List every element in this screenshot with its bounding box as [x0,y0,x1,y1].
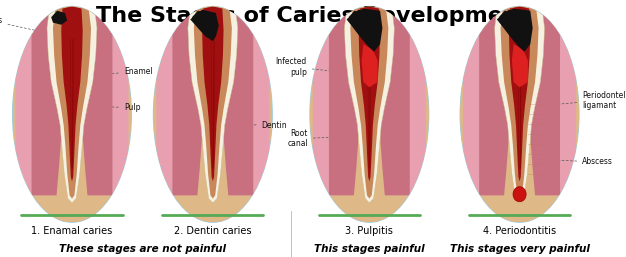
Polygon shape [172,12,202,195]
Polygon shape [156,12,200,195]
Text: 3. Pulpitis: 3. Pulpitis [346,226,393,236]
Ellipse shape [153,6,272,222]
Polygon shape [61,6,83,181]
Polygon shape [190,10,219,41]
Text: This stages painful: This stages painful [314,244,424,254]
Text: Pulp: Pulp [84,103,140,113]
Polygon shape [533,12,576,195]
Polygon shape [188,6,238,203]
Text: Enamel: Enamel [95,67,153,77]
Polygon shape [359,6,380,181]
Polygon shape [47,6,97,203]
Polygon shape [310,6,429,222]
Polygon shape [499,11,515,25]
Ellipse shape [310,6,429,222]
Polygon shape [347,8,382,52]
Text: Periodontel
ligamant: Periodontel ligamant [547,90,625,110]
Polygon shape [347,10,375,41]
Polygon shape [382,12,426,195]
Polygon shape [497,8,533,52]
Polygon shape [329,12,359,195]
Polygon shape [501,6,538,199]
Polygon shape [13,6,131,222]
Text: 4. Periodontitis: 4. Periodontitis [483,226,556,236]
Polygon shape [223,12,254,195]
Text: These stages are not painful: These stages are not painful [59,244,226,254]
Polygon shape [51,11,67,25]
Ellipse shape [513,187,526,202]
Ellipse shape [460,6,579,222]
Text: The Stages of Caries Development: The Stages of Caries Development [96,6,530,26]
Polygon shape [351,6,388,199]
Polygon shape [202,6,223,181]
Polygon shape [153,6,272,222]
Polygon shape [380,12,410,195]
Polygon shape [530,12,560,195]
Polygon shape [31,12,61,195]
Polygon shape [53,6,91,199]
Text: Caries: Caries [0,16,35,30]
Polygon shape [83,12,113,195]
Polygon shape [362,44,377,87]
Text: 1. Enamal caries: 1. Enamal caries [31,226,113,236]
Polygon shape [495,6,545,203]
Polygon shape [479,12,509,195]
Polygon shape [463,12,506,195]
Polygon shape [194,6,232,199]
Polygon shape [16,12,59,195]
Text: Root
canal: Root canal [287,129,351,149]
Polygon shape [509,6,530,181]
Polygon shape [460,6,579,222]
Polygon shape [85,12,128,195]
Text: Abscess: Abscess [538,157,613,167]
Polygon shape [349,11,364,25]
Polygon shape [512,44,528,87]
Text: Infected
pulp: Infected pulp [275,57,339,77]
Polygon shape [313,12,356,195]
Ellipse shape [13,6,131,222]
Text: This stages very painful: This stages very painful [449,244,590,254]
Text: 2. Dentin caries: 2. Dentin caries [174,226,252,236]
Polygon shape [226,12,269,195]
Polygon shape [344,6,394,203]
Text: Dentin: Dentin [228,121,287,131]
Polygon shape [192,11,208,25]
Polygon shape [497,10,525,41]
